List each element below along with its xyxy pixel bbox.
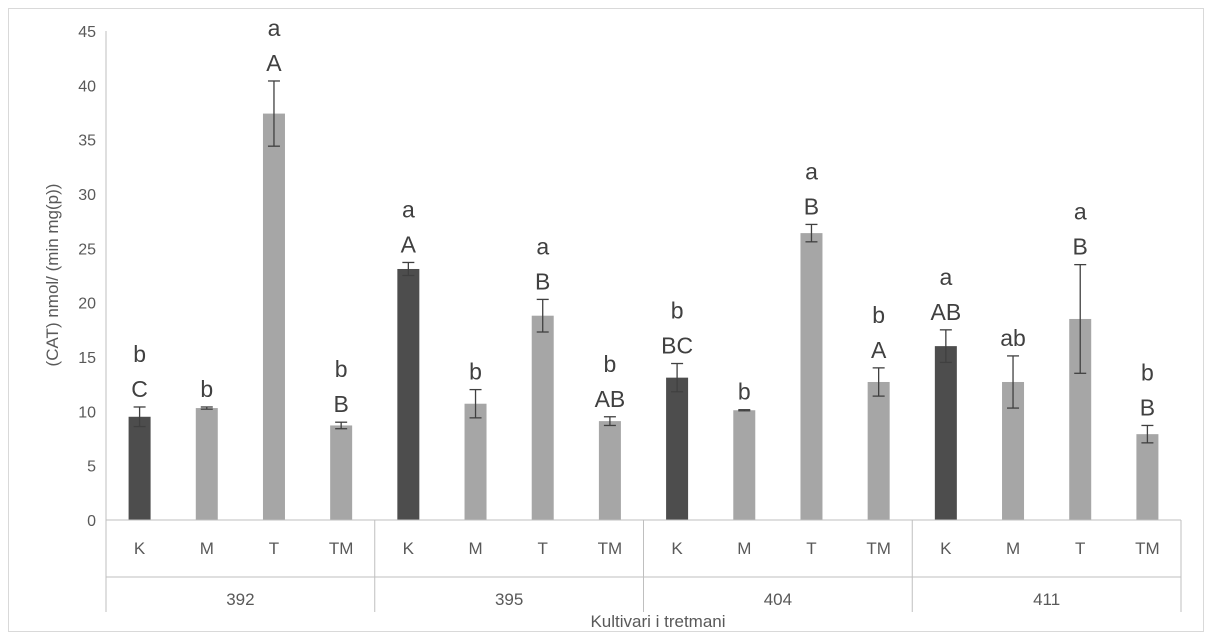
significance-label: B <box>1073 234 1088 260</box>
significance-label: a <box>402 196 415 222</box>
category-label: TM <box>598 539 623 558</box>
error-bars <box>133 80 1154 444</box>
bar <box>867 381 890 520</box>
bar <box>195 408 218 520</box>
y-tick-label: 15 <box>78 350 96 367</box>
significance-label: a <box>939 264 952 290</box>
bar <box>128 416 151 520</box>
bar <box>800 233 823 520</box>
group-label: 411 <box>1033 590 1060 609</box>
bar <box>531 315 554 520</box>
significance-label: b <box>604 351 617 377</box>
significance-label: C <box>131 376 148 402</box>
category-label: T <box>538 539 548 558</box>
y-axis-title: (CAT) nmol/ (min mg(p)) <box>43 184 62 367</box>
category-label: TM <box>866 539 891 558</box>
bar <box>934 346 957 520</box>
significance-label: b <box>872 302 885 328</box>
x-axis: 392 K M T TM 395 K M T TM 404 K M T TM 411 K M T TM <box>105 519 1182 612</box>
axes: 0 5 10 15 20 25 30 35 40 45 <box>78 24 107 530</box>
category-label: T <box>1075 539 1085 558</box>
significance-label: a <box>805 158 818 184</box>
bar <box>733 410 756 520</box>
bars <box>128 113 1159 520</box>
category-label: M <box>737 539 751 558</box>
significance-label: B <box>333 391 348 417</box>
y-tick-label: 30 <box>78 187 96 204</box>
significance-label: B <box>804 193 819 219</box>
y-tick-label: 10 <box>78 404 96 421</box>
category-label: K <box>671 539 683 558</box>
category-label: K <box>403 539 415 558</box>
y-tick-label: 5 <box>87 459 96 476</box>
significance-label: AB <box>595 386 626 412</box>
significance-label: A <box>401 231 417 257</box>
category-label: K <box>134 539 146 558</box>
y-tick-label: 25 <box>78 241 96 258</box>
significance-label: A <box>266 50 282 76</box>
category-label: TM <box>329 539 354 558</box>
significance-label: a <box>536 233 549 259</box>
category-label: T <box>269 539 279 558</box>
significance-label: a <box>268 15 281 41</box>
significance-label: AB <box>931 299 962 325</box>
x-axis-title: Kultivari i tretmani <box>590 612 725 631</box>
significance-label: B <box>1140 394 1155 420</box>
significance-label: BC <box>661 333 693 359</box>
group-label: 404 <box>764 590 792 609</box>
significance-label: b <box>1141 359 1154 385</box>
significance-label: b <box>200 376 213 402</box>
category-label: M <box>200 539 214 558</box>
bar <box>1136 434 1159 520</box>
bar <box>1069 318 1092 520</box>
bar <box>330 425 353 520</box>
y-tick-label: 40 <box>78 78 96 95</box>
y-tick-label: 0 <box>87 513 96 530</box>
category-label: K <box>940 539 952 558</box>
y-tick-label: 35 <box>78 133 96 150</box>
bar <box>598 421 621 520</box>
bar <box>397 268 420 520</box>
category-label: T <box>806 539 816 558</box>
significance-label: b <box>469 359 482 385</box>
bar <box>464 403 487 520</box>
significance-label: b <box>671 298 684 324</box>
chart-frame <box>8 8 1204 632</box>
y-tick-label: 20 <box>78 296 96 313</box>
category-label: M <box>468 539 482 558</box>
group-label: 395 <box>495 590 523 609</box>
significance-label: b <box>133 341 146 367</box>
bar <box>262 113 285 520</box>
category-label: TM <box>1135 539 1160 558</box>
y-tick-label: 45 <box>78 24 96 41</box>
category-label: M <box>1006 539 1020 558</box>
significance-label: b <box>738 379 751 405</box>
bar <box>666 377 689 520</box>
bar <box>1002 381 1025 520</box>
significance-label: b <box>335 356 348 382</box>
significance-label: B <box>535 268 550 294</box>
group-label: 392 <box>226 590 254 609</box>
significance-label: a <box>1074 199 1087 225</box>
significance-label: ab <box>1000 325 1026 351</box>
significance-label: A <box>871 337 887 363</box>
